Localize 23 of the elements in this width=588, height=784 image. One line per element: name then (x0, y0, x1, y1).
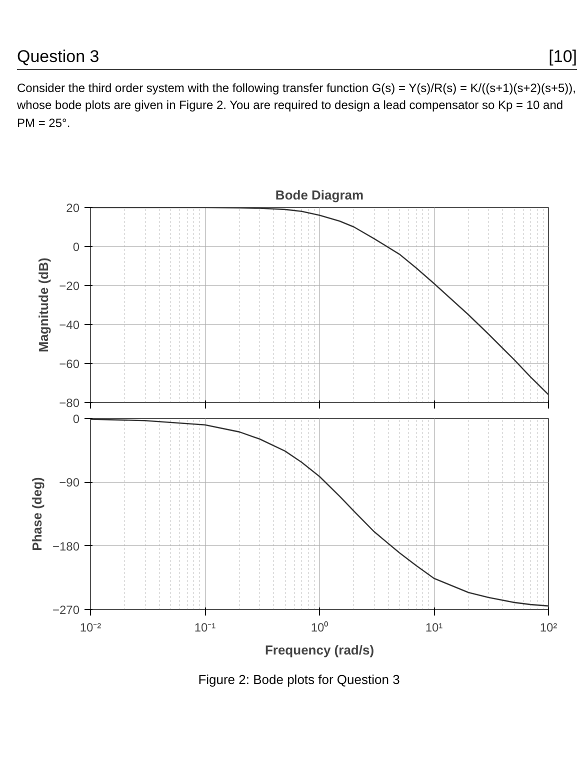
text: Consider the third order system with the following transfer function G(s) = Y(s)/R(s) = K/((s+1)(s+2)(s+5)), whose bode plots are given in Figure 2. You are required to design a lead compensator so Kp = 10 and PM = 25°. (17, 80, 577, 132)
caption: Figure 2: Bode plots for Question 3 (197, 671, 401, 689)
y-tick-label: 0 (72, 240, 80, 254)
y-tick-label: −80 (59, 396, 80, 410)
chart-title: Bode Diagram (275, 188, 364, 202)
x-tick-label: 10⁻¹ (194, 620, 216, 634)
text: Question 3 (17, 46, 100, 68)
x-tick-label: 10⁰ (310, 620, 328, 634)
y-tick-label: −270 (52, 603, 80, 617)
x-axis-title: Frequency (rad/s) (264, 642, 374, 658)
x-tick-label: 10² (540, 620, 558, 634)
y-tick-label: −60 (59, 357, 80, 371)
y-tick-label: −90 (59, 476, 80, 490)
y-tick-label: 20 (66, 201, 80, 215)
y-tick-label: −20 (59, 279, 80, 293)
y-tick-label: 0 (72, 412, 80, 426)
x-tick-label: 10⁻² (80, 620, 102, 634)
y-axis-title: Magnitude (dB) (36, 258, 52, 352)
y-axis-title: Phase (deg) (29, 477, 44, 551)
y-tick-label: −40 (59, 318, 80, 332)
x-tick-label: 10¹ (425, 620, 443, 634)
y-tick-label: −180 (52, 539, 80, 554)
text: [10] (548, 46, 577, 68)
